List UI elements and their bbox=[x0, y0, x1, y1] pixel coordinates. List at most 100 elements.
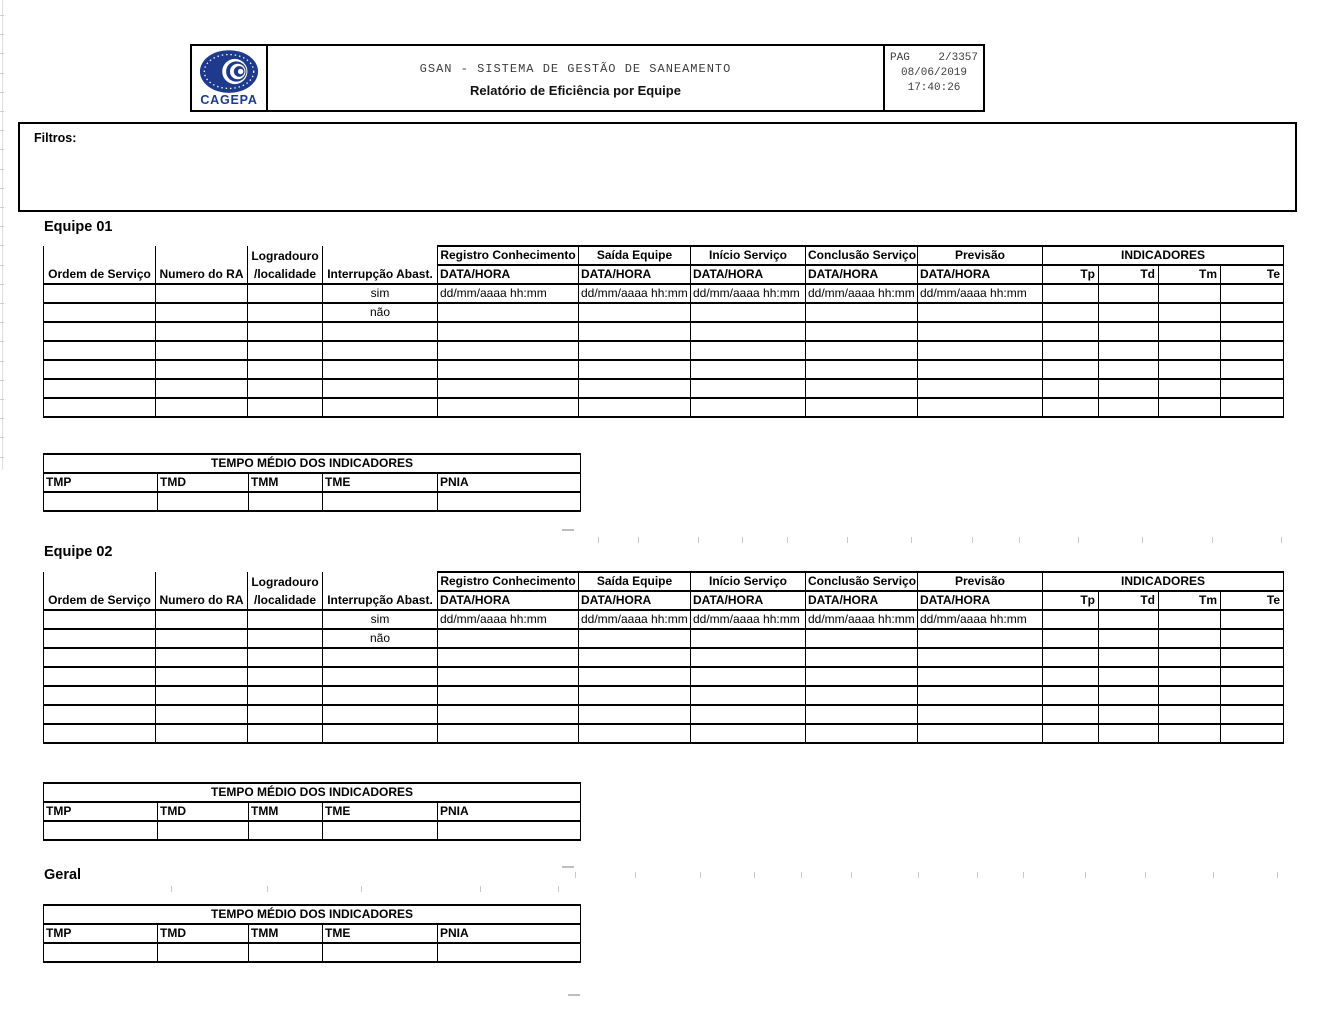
avg-column-header: TMD bbox=[157, 472, 249, 493]
gridline-tick bbox=[361, 886, 362, 892]
page-number: 2/3357 bbox=[938, 52, 978, 64]
table-cell bbox=[247, 723, 323, 744]
datahora-cell: dd/mm/aaaa hh:mm bbox=[690, 609, 806, 630]
column-header-line: /localidade bbox=[253, 267, 317, 281]
interrupcao-cell bbox=[322, 685, 438, 706]
report-subtitle: Relatório de Eficiência por Equipe bbox=[470, 83, 681, 98]
table-cell bbox=[43, 302, 156, 323]
datahora-cell: dd/mm/aaaa hh:mm bbox=[917, 609, 1043, 630]
table-cell bbox=[43, 359, 156, 380]
avg-values-row bbox=[43, 491, 582, 512]
cagepa-logo-icon bbox=[199, 50, 259, 93]
gridline-tick bbox=[911, 537, 912, 543]
avg-values-row bbox=[43, 942, 582, 963]
gridline-tick bbox=[1019, 537, 1020, 543]
indicator-cell bbox=[1158, 723, 1221, 744]
datahora-header: DATA/HORA bbox=[437, 264, 579, 285]
datahora-cell bbox=[437, 340, 579, 361]
interrupcao-cell bbox=[322, 704, 438, 725]
datahora-cell bbox=[917, 302, 1043, 323]
indicator-cell bbox=[1158, 302, 1221, 323]
table-row: sim dd/mm/aaaa hh:mm dd/mm/aaaa hh:mm dd/mm… bbox=[43, 283, 1285, 304]
table-cell bbox=[43, 647, 156, 668]
gridline-tick bbox=[742, 537, 743, 543]
indicator-cell bbox=[1158, 378, 1221, 399]
table-cell bbox=[155, 302, 248, 323]
group-header: Saída Equipe bbox=[578, 245, 691, 266]
datahora-cell: dd/mm/aaaa hh:mm bbox=[437, 283, 579, 304]
indicator-cell bbox=[1158, 704, 1221, 725]
indicator-cell bbox=[1158, 685, 1221, 706]
indicator-cell bbox=[1098, 321, 1159, 342]
datahora-cell: dd/mm/aaaa hh:mm bbox=[690, 283, 806, 304]
report-title-area: GSAN - SISTEMA DE GESTÃO DE SANEAMENTO R… bbox=[268, 46, 883, 110]
indicator-cell bbox=[1158, 609, 1221, 630]
table-cell bbox=[247, 378, 323, 399]
page-label: PAG bbox=[890, 52, 910, 64]
indicator-cell bbox=[1158, 283, 1221, 304]
interrupcao-cell bbox=[322, 340, 438, 361]
indicator-column-header: Tm bbox=[1158, 264, 1221, 285]
avg-column-header: TMD bbox=[157, 801, 249, 822]
datahora-cell bbox=[437, 647, 579, 668]
table-cell bbox=[155, 359, 248, 380]
datahora-cell bbox=[805, 378, 918, 399]
gridline-tick bbox=[0, 399, 4, 400]
datahora-cell bbox=[437, 685, 579, 706]
header-row-sub: DATA/HORA DATA/HORA DATA/HORA DATA/HORA DATA… bbox=[44, 264, 1285, 285]
gridline-tick bbox=[0, 380, 4, 381]
indicator-cell bbox=[1098, 647, 1159, 668]
avg-title-row: TEMPO MÉDIO DOS INDICADORES bbox=[42, 782, 582, 803]
interrupcao-cell bbox=[322, 321, 438, 342]
avg-values-row bbox=[43, 820, 582, 841]
indicator-cell bbox=[1042, 321, 1099, 342]
datahora-header: DATA/HORA bbox=[917, 264, 1043, 285]
datahora-header: DATA/HORA bbox=[805, 590, 918, 611]
gridline-tick bbox=[0, 207, 4, 208]
datahora-cell bbox=[805, 302, 918, 323]
datahora-header: DATA/HORA bbox=[578, 264, 691, 285]
gridline-tick bbox=[700, 872, 701, 878]
table-row bbox=[43, 340, 1285, 361]
table-cell bbox=[43, 321, 156, 342]
table-cell bbox=[43, 340, 156, 361]
table-cell bbox=[247, 340, 323, 361]
gridline-tick bbox=[0, 303, 4, 304]
table-cell bbox=[43, 723, 156, 744]
datahora-cell bbox=[437, 628, 579, 649]
avg-value-cell bbox=[436, 942, 582, 963]
avg-value-cell bbox=[43, 491, 158, 512]
datahora-cell bbox=[690, 302, 806, 323]
datahora-cell bbox=[437, 397, 579, 418]
table-cell bbox=[43, 704, 156, 725]
group-header: Registro Conhecimento bbox=[437, 571, 579, 592]
group-header: Previsão bbox=[917, 571, 1043, 592]
indicator-cell bbox=[1042, 340, 1099, 361]
table-cell bbox=[155, 666, 248, 687]
datahora-cell bbox=[917, 397, 1043, 418]
table-row bbox=[43, 647, 1285, 668]
avg-column-header: TMM bbox=[248, 472, 323, 493]
datahora-cell bbox=[578, 321, 691, 342]
indicator-column-header: Td bbox=[1098, 264, 1159, 285]
group-header: Conclusão Serviço bbox=[805, 245, 918, 266]
gridline-tick bbox=[1142, 537, 1143, 543]
gridline-tick bbox=[754, 872, 755, 878]
indicator-cell bbox=[1158, 628, 1221, 649]
datahora-cell bbox=[690, 340, 806, 361]
cagepa-logo-text: CAGEPA bbox=[200, 93, 258, 107]
report-title: GSAN - SISTEMA DE GESTÃO DE SANEAMENTO bbox=[419, 62, 732, 76]
indicator-cell bbox=[1042, 302, 1099, 323]
gridline-tick bbox=[480, 886, 481, 892]
datahora-header: DATA/HORA bbox=[690, 590, 806, 611]
avg-indicators-table-1: TEMPO MÉDIO DOS INDICADORES TMP TMD TMM TME P… bbox=[42, 453, 582, 512]
gridline-dash bbox=[562, 529, 574, 531]
gridline-tick bbox=[575, 872, 576, 878]
indicator-cell bbox=[1042, 666, 1099, 687]
gridline-tick bbox=[787, 537, 788, 543]
table-cell bbox=[155, 628, 248, 649]
gridline-tick bbox=[1212, 537, 1213, 543]
avg-value-cell bbox=[157, 491, 249, 512]
datahora-cell bbox=[690, 666, 806, 687]
interrupcao-cell: não bbox=[322, 302, 438, 323]
